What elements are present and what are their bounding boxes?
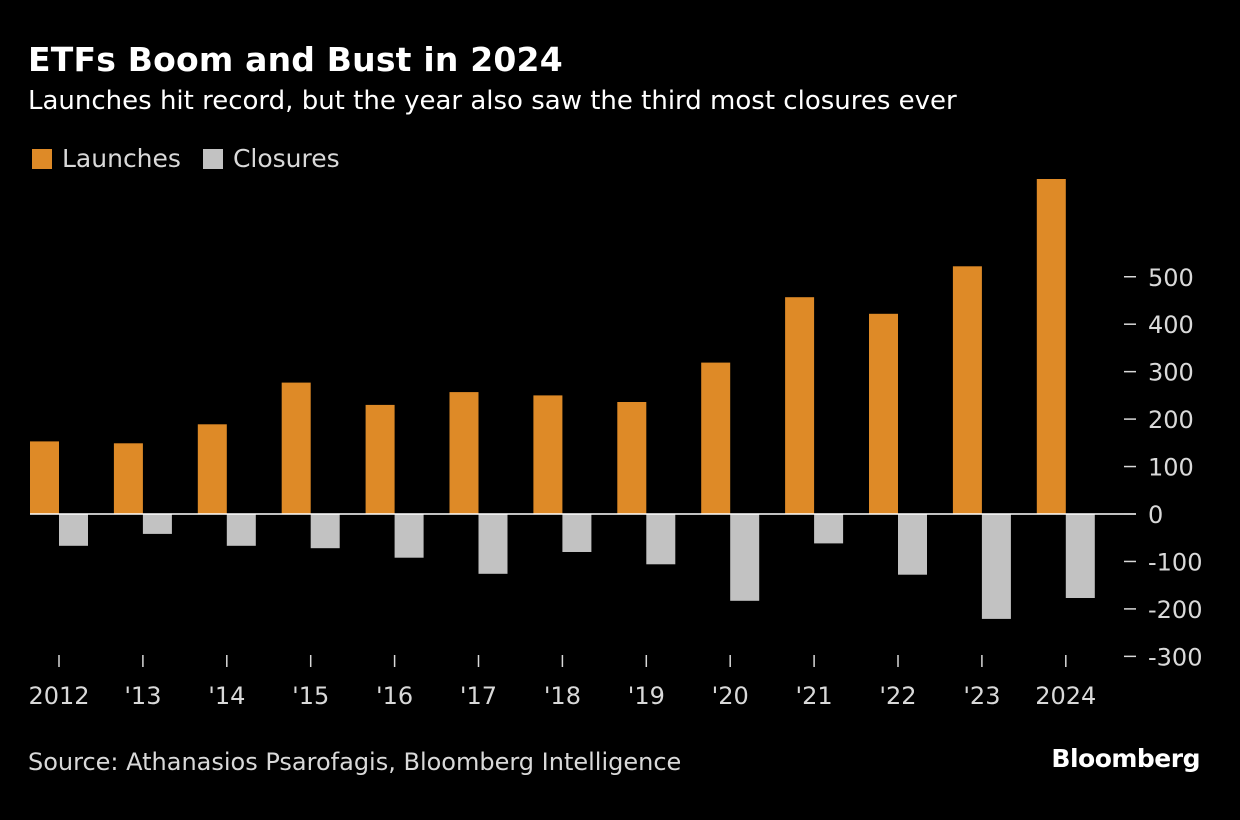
bar-closures [898,514,927,575]
chart-title: ETFs Boom and Bust in 2024 [28,40,563,79]
bar-launches [785,297,815,514]
x-tick-label: '16 [376,682,413,710]
bar-closures [142,514,172,534]
bar-closures [394,514,424,558]
bar-launches [113,443,143,514]
bar-closures [562,514,592,552]
x-tick-label: '13 [124,682,161,710]
bar-closures [1065,514,1095,598]
bar-closures [730,514,760,601]
y-tick-label: -100 [1148,548,1202,576]
legend-label-launches: Launches [62,144,181,173]
x-tick-label: '21 [796,682,833,710]
bar-launches [1036,179,1066,514]
bar-launches [533,395,563,514]
legend: Launches Closures [32,144,362,173]
bar-closures [478,514,508,574]
bar-launches [449,392,479,514]
bar-closures [59,514,88,546]
bar-launches [617,402,647,514]
x-tick-label: 2024 [1035,682,1096,710]
y-tick-label: -200 [1148,596,1202,624]
bar-launches [701,362,731,514]
bar-launches [869,313,898,514]
bar-launches [365,404,395,514]
bar-closures [814,514,844,544]
bar-launches [281,382,311,514]
x-tick-label: '19 [628,682,665,710]
bar-closures [310,514,340,549]
legend-swatch-closures [202,148,223,169]
y-tick-label: 200 [1148,406,1194,434]
x-tick-label: '23 [963,682,1000,710]
x-tick-label: '15 [292,682,329,710]
source-note: Source: Athanasios Psarofagis, Bloomberg… [28,748,682,776]
y-tick-label: 100 [1148,454,1194,482]
y-tick-label: -300 [1148,643,1202,671]
bar-closures [981,514,1011,619]
x-tick-label: '20 [712,682,749,710]
x-tick-label: '18 [544,682,581,710]
y-tick-label: 300 [1148,359,1194,387]
legend-label-closures: Closures [232,144,340,173]
x-tick-label: 2012 [28,682,89,710]
y-tick-label: 0 [1148,501,1163,529]
x-tick-label: '14 [208,682,245,710]
legend-item-launches: Launches [32,144,181,173]
bloomberg-logo: Bloomberg [1051,744,1200,773]
bar-launches [952,266,982,514]
y-tick-label: 500 [1148,264,1194,292]
x-tick-label: '22 [879,682,916,710]
bar-launches [197,424,227,514]
bar-launches [30,441,59,514]
x-tick-label: '17 [460,682,497,710]
y-tick-label: 400 [1148,311,1194,339]
chart-subtitle: Launches hit record, but the year also s… [28,86,957,116]
bar-closures [226,514,256,546]
legend-item-closures: Closures [202,144,340,173]
bar-closures [646,514,676,565]
legend-swatch-launches [32,148,52,169]
